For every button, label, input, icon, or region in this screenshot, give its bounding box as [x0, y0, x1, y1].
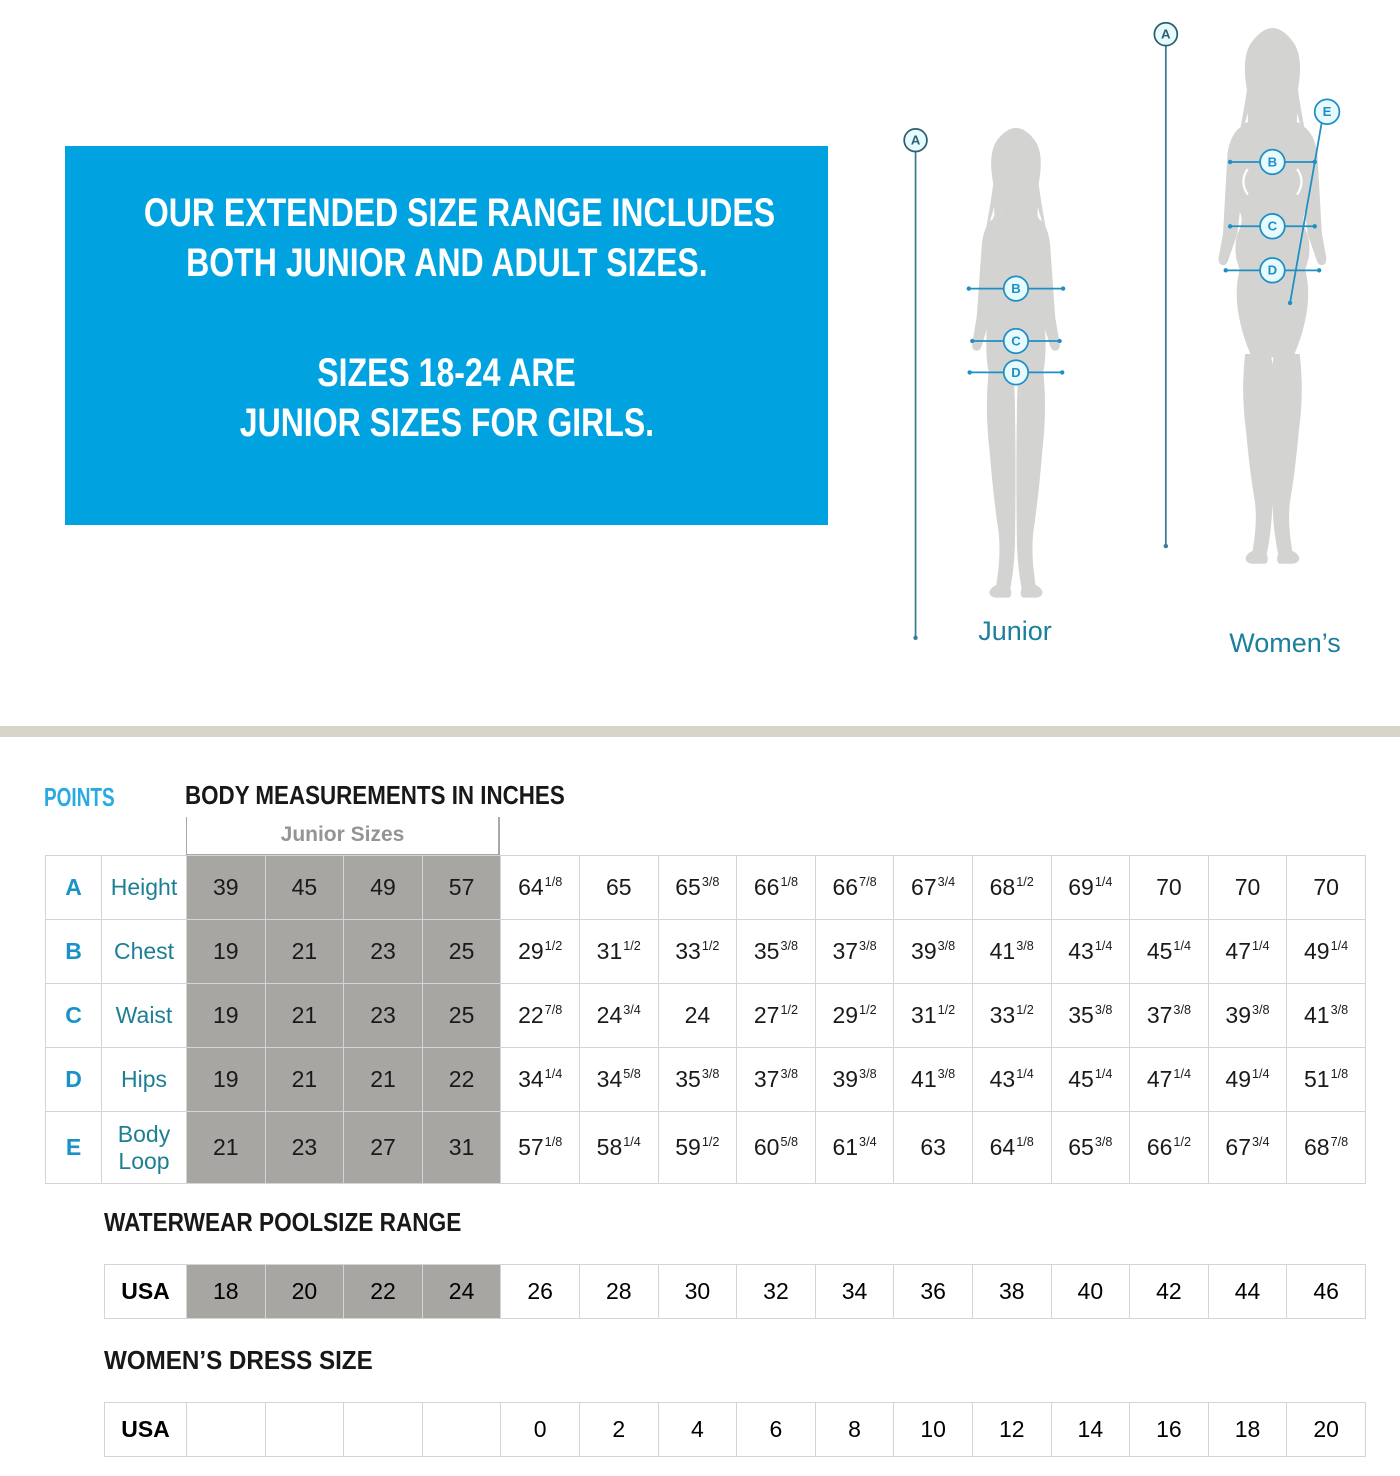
svg-text:C: C	[1268, 219, 1278, 234]
svg-text:A: A	[911, 133, 921, 148]
svg-text:B: B	[1011, 281, 1020, 296]
svg-text:D: D	[1268, 263, 1278, 278]
svg-text:B: B	[1268, 154, 1278, 169]
svg-text:C: C	[1011, 333, 1021, 348]
svg-text:D: D	[1011, 365, 1020, 380]
svg-text:A: A	[1161, 27, 1171, 42]
svg-text:E: E	[1323, 104, 1332, 119]
